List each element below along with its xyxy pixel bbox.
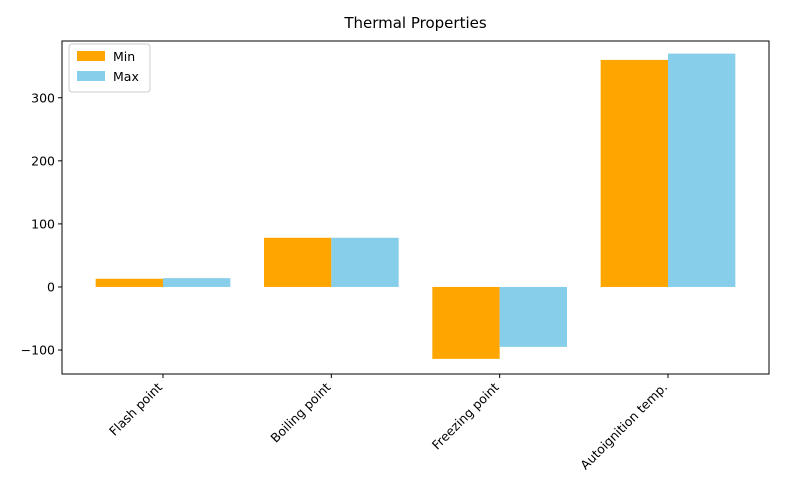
legend: Min Max — [68, 43, 151, 93]
y-tick-label: 100 — [31, 216, 55, 231]
bar-max-3 — [668, 53, 736, 287]
x-tick-label: Boiling point — [267, 379, 333, 445]
plot-area: −100 0 100 200 300 Flash point Boiling point Fr… — [21, 40, 770, 473]
y-tick-label: 300 — [31, 90, 55, 105]
legend-swatch-max — [77, 71, 105, 81]
bar-min-3 — [600, 59, 668, 287]
y-tick-label: 0 — [47, 279, 55, 294]
chart-title: Thermal Properties — [343, 14, 487, 32]
bar-min-2 — [432, 286, 500, 359]
y-tick-label: −100 — [21, 343, 55, 358]
plot-frame — [61, 40, 770, 375]
x-tick-label: Autoignition temp. — [577, 380, 670, 473]
legend-swatch-min — [77, 51, 105, 61]
legend-label-min: Min — [113, 49, 135, 64]
x-tick-label: Flash point — [106, 379, 165, 438]
y-tick-label: 200 — [31, 153, 55, 168]
bar-min-1 — [264, 237, 332, 287]
bar-max-1 — [331, 237, 399, 287]
legend-label-max: Max — [113, 69, 139, 84]
bar-min-0 — [95, 278, 163, 287]
bar-max-0 — [163, 278, 231, 287]
x-tick-label: Freezing point — [429, 379, 502, 452]
bar-max-2 — [499, 286, 567, 347]
